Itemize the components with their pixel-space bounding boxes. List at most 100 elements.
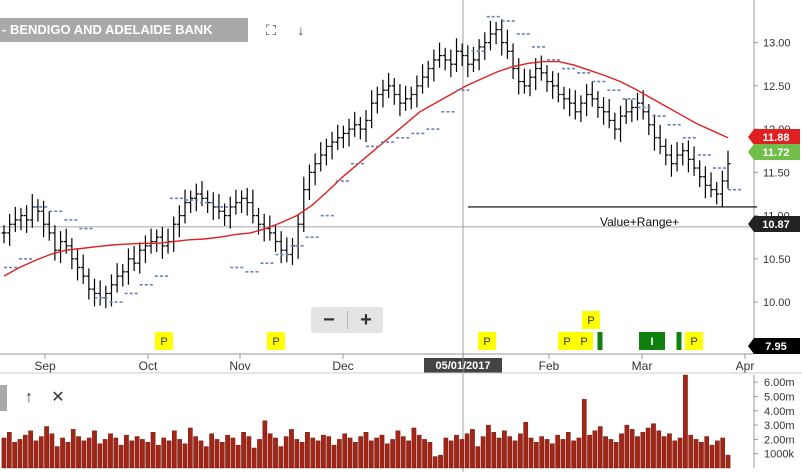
ohlc-bar	[482, 32, 488, 60]
ohlc-bar	[80, 254, 86, 284]
event-marker	[478, 332, 496, 350]
ohlc-bar	[719, 170, 725, 207]
volume-bar	[432, 456, 438, 469]
volume-bar	[438, 454, 443, 469]
ohlc-bar	[239, 190, 245, 214]
ohlc-bar	[386, 72, 392, 98]
ohlc-bar	[612, 112, 618, 140]
ohlc-bar	[589, 81, 595, 107]
time-tick-label: Sep	[34, 359, 56, 373]
volume-bar	[715, 440, 720, 469]
volume-bar	[257, 439, 262, 469]
ohlc-bar	[397, 84, 403, 117]
volume-bar	[608, 439, 614, 469]
volume-bar	[358, 436, 364, 469]
volume-bar	[645, 427, 651, 469]
ohlc-bar	[646, 104, 652, 136]
ohlc-bar	[442, 47, 448, 71]
download-arrow-icon[interactable]: ↓	[297, 22, 305, 38]
event-marker	[267, 332, 285, 350]
volume-bar	[571, 440, 576, 469]
ohlc-bar	[52, 225, 58, 261]
volume-bar	[635, 436, 640, 469]
ohlc-bar	[476, 39, 482, 71]
ohlc-bar	[92, 278, 97, 307]
ohlc-bar	[301, 176, 307, 233]
ohlc-bar	[437, 42, 443, 68]
ohlc-bar	[222, 203, 228, 226]
ohlc-bar	[510, 43, 516, 79]
volume-bar	[28, 430, 33, 469]
move-up-icon[interactable]: ↑	[25, 389, 33, 406]
expand-icon[interactable]: ⛶	[266, 22, 276, 38]
volume-bar	[209, 433, 214, 469]
ohlc-bar	[340, 125, 346, 149]
ohlc-bar	[527, 69, 533, 97]
volume-panel-handle[interactable]	[0, 385, 7, 411]
event-label: P	[563, 336, 570, 348]
event-label: I	[650, 336, 653, 348]
ohlc-bar	[306, 164, 312, 201]
ohlc-bar	[595, 91, 601, 118]
price-tick-label: 10.00	[763, 297, 791, 309]
ohlc-bar	[697, 160, 703, 188]
ohlc-bar	[114, 263, 120, 293]
volume-bar	[613, 442, 619, 469]
event-marker	[639, 332, 665, 350]
ohlc-bar	[374, 86, 380, 114]
time-tick-label: Feb	[539, 359, 560, 373]
zoom-out-button[interactable]: −	[323, 309, 335, 331]
volume-bar	[667, 433, 672, 469]
volume-bar	[661, 436, 667, 469]
volume-bar	[475, 446, 481, 469]
volume-bar	[203, 446, 209, 469]
volume-bar	[677, 437, 683, 469]
ohlc-bar	[318, 142, 324, 172]
ohlc-bar	[521, 68, 527, 94]
price-tick-label: 13.00	[763, 38, 791, 50]
price-label-text: 11.88	[763, 132, 790, 144]
volume-bar	[124, 434, 129, 469]
ohlc-bar	[346, 118, 352, 147]
volume-bar	[486, 424, 491, 469]
volume-bar	[166, 440, 172, 469]
volume-bar	[518, 433, 523, 469]
volume-bar	[187, 427, 193, 469]
time-tick-label: Nov	[229, 359, 250, 373]
time-tick-label: Apr	[736, 359, 755, 373]
ohlc-bar	[335, 124, 341, 150]
volume-bar	[459, 439, 465, 469]
ohlc-bar	[58, 231, 64, 264]
volume-bar	[321, 434, 326, 469]
volume-bar	[70, 429, 76, 469]
volume-bar	[640, 432, 646, 469]
volume-bar	[305, 432, 310, 469]
volume-bar	[1, 437, 7, 469]
volume-bar	[161, 437, 167, 469]
volume-tick-label: 2.00m	[764, 434, 795, 446]
volume-bar	[363, 432, 369, 469]
event-marker	[597, 332, 603, 350]
close-icon[interactable]: ✕	[51, 389, 65, 406]
price-label-flag	[748, 129, 800, 145]
zoom-in-button[interactable]: +	[360, 309, 372, 331]
ohlc-bar	[714, 181, 720, 205]
volume-bar	[299, 442, 305, 469]
ohlc-bar	[448, 49, 454, 78]
volume-bar	[193, 436, 198, 469]
volume-bar	[576, 437, 582, 469]
volume-bar	[464, 433, 470, 469]
volume-bar	[97, 443, 103, 469]
event-label: P	[160, 336, 167, 348]
volume-bar	[368, 440, 374, 469]
ohlc-bar	[380, 79, 386, 108]
volume-bar	[310, 437, 316, 469]
price-label-text: 11.72	[763, 147, 790, 159]
volume-bar	[683, 374, 688, 469]
volume-bar	[411, 427, 417, 469]
volume-bar	[289, 429, 294, 469]
ohlc-bar	[657, 124, 663, 155]
ohlc-bar	[7, 213, 13, 246]
ohlc-bar	[555, 72, 561, 103]
